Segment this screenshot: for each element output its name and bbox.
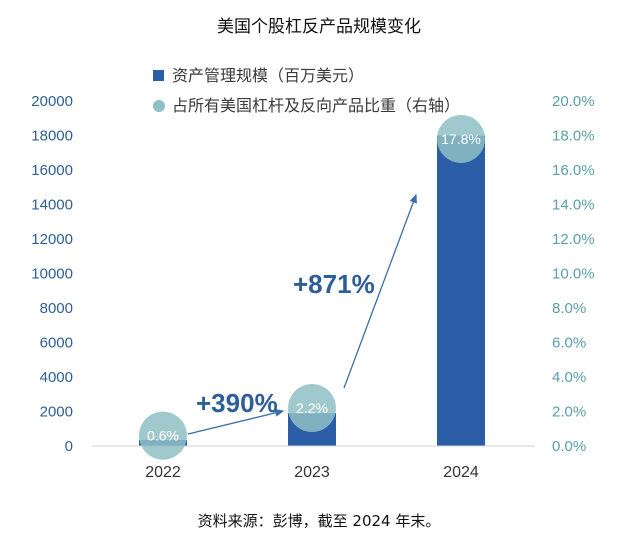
growth-arrow-2023-2024: [343, 193, 417, 389]
legend-label-bar: 资产管理规模（百万美元）: [172, 66, 364, 85]
y-tick-label-left: 16000: [31, 162, 73, 179]
bar-aum: [437, 135, 485, 446]
share-point: [139, 411, 187, 460]
share-data-label: 17.8%: [441, 131, 481, 147]
y-tick-label-right: 20.0%: [552, 93, 595, 110]
y-tick-label-left: 4000: [40, 369, 73, 386]
y-tick-label-left: 12000: [31, 231, 73, 248]
source-note: 资料来源：彭博，截至 2024 年末。: [198, 512, 441, 530]
plot-area: 0 2000 4000 6000 8000 10000 12000 14000 16000 180…: [31, 93, 594, 481]
growth-arrow-2022-2023: [187, 409, 285, 435]
y-tick-label-left: 10000: [31, 266, 73, 283]
y-tick-label-left: 0: [65, 438, 73, 455]
y-tick-label-right: 18.0%: [552, 128, 595, 145]
annotation-871: +871%: [293, 269, 375, 299]
legend-swatch-bar: [153, 70, 164, 81]
y-tick-label-right: 16.0%: [552, 162, 595, 179]
y-tick-label-left: 6000: [40, 335, 73, 352]
legend: 资产管理规模（百万美元） 占所有美国杠杆及反向产品比重（右轴）: [153, 66, 460, 115]
y-tick-label-left: 14000: [31, 197, 73, 214]
share-data-label: 0.6%: [147, 428, 179, 444]
x-tick-label: 2024: [443, 464, 479, 481]
share-point: [288, 384, 336, 433]
share-data-label: 2.2%: [296, 400, 328, 416]
y-tick-label-right: 4.0%: [552, 369, 586, 386]
y-tick-label-left: 20000: [31, 93, 73, 110]
y-tick-label-left: 18000: [31, 128, 73, 145]
y-tick-label-right: 6.0%: [552, 335, 586, 352]
x-tick-label: 2022: [145, 464, 181, 481]
y-tick-label-right: 14.0%: [552, 197, 595, 214]
legend-label-share: 占所有美国杠杆及反向产品比重（右轴）: [172, 96, 460, 115]
legend-swatch-share: [153, 100, 165, 112]
y-tick-label-right: 10.0%: [552, 266, 595, 283]
chart-title: 美国个股杠反产品规模变化: [217, 17, 421, 37]
y-tick-label-left: 2000: [40, 404, 73, 421]
y-tick-label-right: 8.0%: [552, 300, 586, 317]
y-tick-label-left: 8000: [40, 300, 73, 317]
y-tick-label-right: 0.0%: [552, 438, 586, 455]
share-point: [437, 114, 485, 163]
x-tick-label: 2023: [294, 464, 330, 481]
y-tick-label-right: 2.0%: [552, 404, 586, 421]
annotation-390: +390%: [196, 388, 278, 418]
y-tick-label-right: 12.0%: [552, 231, 595, 248]
